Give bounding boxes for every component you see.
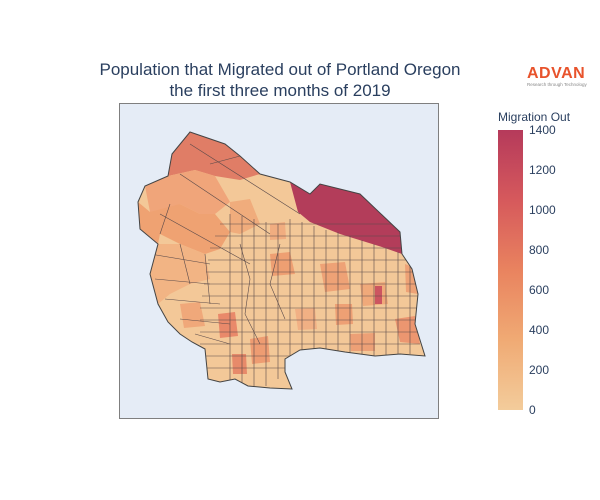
colorbar-tick-label: 800 [529, 243, 550, 257]
colorbar-tick-label: 600 [529, 283, 550, 297]
colorbar [498, 130, 523, 410]
map-area[interactable] [119, 103, 439, 419]
tract-m1 [230, 199, 260, 234]
tract-m10 [295, 308, 317, 330]
colorbar-tick-label: 400 [529, 323, 550, 337]
tract-nw-1 [168, 132, 260, 180]
colorbar-tick-label: 200 [529, 363, 550, 377]
colorbar-title: Migration Out [498, 110, 571, 124]
tract-nw-2 [145, 170, 230, 214]
logo-wordmark: ADVAN [527, 65, 586, 82]
tract-nw-3 [138, 202, 230, 254]
tract-sw-1 [150, 244, 210, 304]
tract-m9 [180, 302, 205, 328]
portland-choropleth-map[interactable] [120, 104, 439, 419]
colorbar-tick-label: 1200 [529, 163, 556, 177]
colorbar-tick-label: 0 [529, 403, 536, 417]
tract-m8 [250, 336, 270, 364]
colorbar-tick-label: 1000 [529, 203, 556, 217]
tract-m5 [395, 316, 420, 344]
logo-tagline: Research through Technology [527, 82, 587, 87]
colorbar-tick-label: 1400 [529, 123, 556, 137]
tract-m12 [232, 354, 247, 374]
chart-title-line1: Population that Migrated out of Portland… [99, 60, 461, 79]
chart-title: Population that Migrated out of Portland… [40, 59, 520, 101]
tract-m14 [350, 333, 375, 351]
advan-logo: ADVAN Research through Technology [527, 66, 597, 88]
tract-borders [149, 143, 420, 386]
tract-m7 [218, 312, 238, 338]
tract-m3 [320, 262, 350, 292]
tract-fills [138, 132, 420, 374]
tract-high-e [375, 286, 382, 304]
chart-title-line2: the first three months of 2019 [169, 81, 391, 100]
colorbar-ticks: 0 200 400 600 800 1000 1200 1400 [529, 123, 579, 417]
